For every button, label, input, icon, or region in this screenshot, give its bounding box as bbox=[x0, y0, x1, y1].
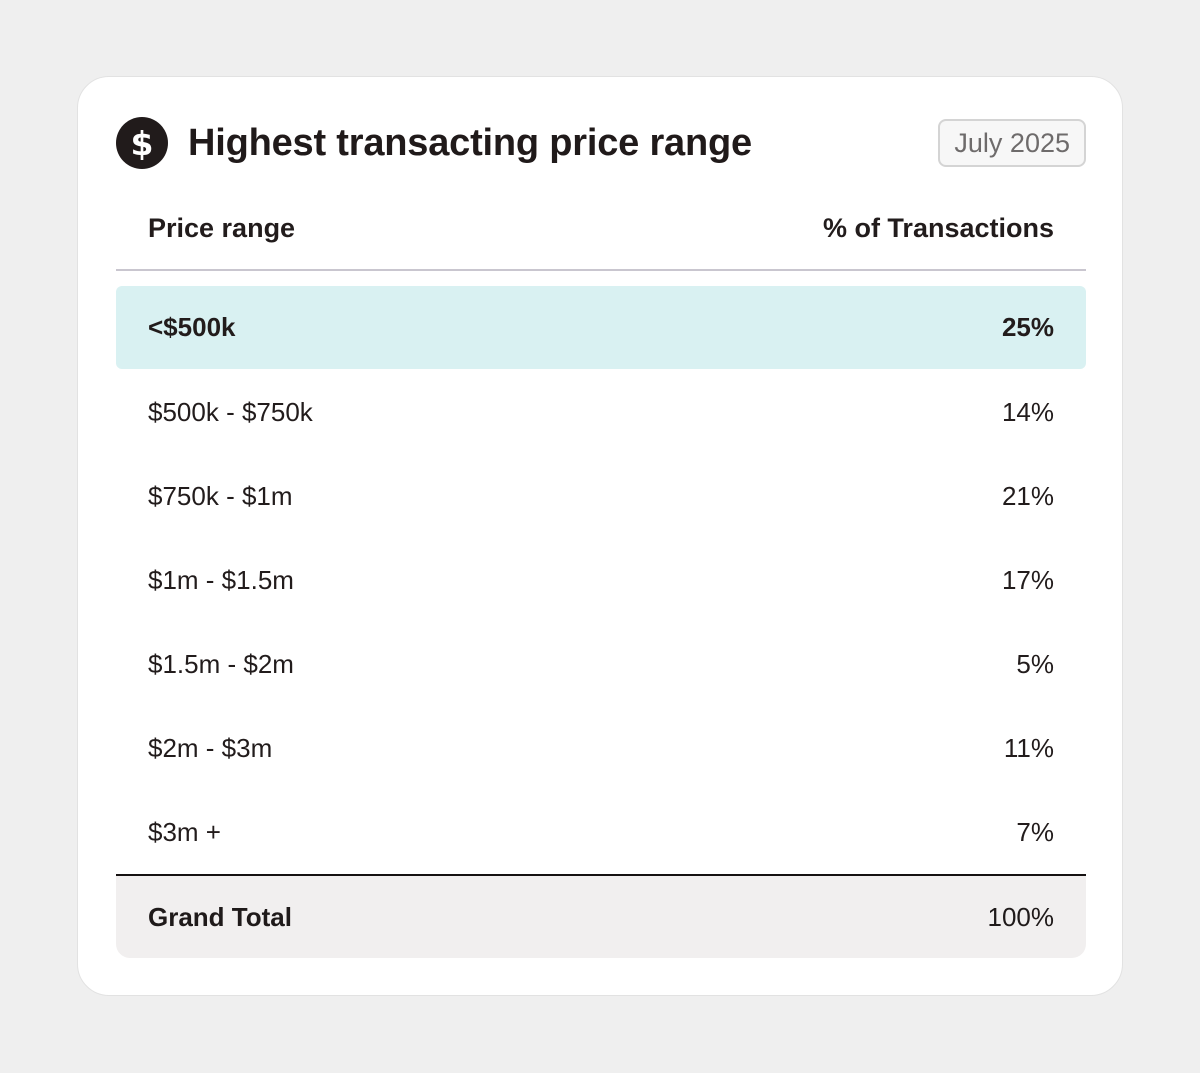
table-body: <$500k 25% $500k - $750k 14% $750k - $1m… bbox=[116, 286, 1086, 874]
table-row: $2m - $3m 11% bbox=[116, 706, 1086, 790]
row-percent: 5% bbox=[1016, 648, 1054, 679]
row-percent: 17% bbox=[1001, 564, 1054, 595]
table-row: $1.5m - $2m 5% bbox=[116, 622, 1086, 706]
column-header-price-range: Price range bbox=[148, 212, 296, 243]
grand-total-label: Grand Total bbox=[148, 901, 292, 932]
row-percent: 11% bbox=[1003, 732, 1054, 763]
table-row: $1m - $1.5m 17% bbox=[116, 538, 1086, 622]
row-percent: 14% bbox=[1001, 396, 1054, 427]
column-header-percent-transactions: % of Transactions bbox=[822, 212, 1054, 243]
table-row-highlighted: <$500k 25% bbox=[116, 286, 1086, 369]
table-row: $750k - $1m 21% bbox=[116, 454, 1086, 538]
header-title-group: $ Highest transacting price range bbox=[116, 117, 752, 169]
grand-total-row: Grand Total 100% bbox=[116, 874, 1086, 958]
row-price-range: $3m + bbox=[148, 816, 221, 847]
row-price-range: $2m - $3m bbox=[148, 732, 273, 763]
row-price-range: <$500k bbox=[148, 312, 236, 342]
row-percent: 25% bbox=[1001, 312, 1054, 342]
row-percent: 21% bbox=[1001, 480, 1054, 511]
table-row: $3m + 7% bbox=[116, 790, 1086, 874]
price-range-card: $ Highest transacting price range July 2… bbox=[77, 76, 1123, 996]
date-badge: July 2025 bbox=[938, 119, 1086, 167]
card-title: Highest transacting price range bbox=[188, 121, 752, 164]
table-row: $500k - $750k 14% bbox=[116, 370, 1086, 454]
dollar-icon: $ bbox=[116, 117, 168, 169]
row-price-range: $500k - $750k bbox=[148, 396, 313, 427]
row-percent: 7% bbox=[1016, 816, 1054, 847]
row-price-range: $1m - $1.5m bbox=[148, 564, 294, 595]
row-price-range: $1.5m - $2m bbox=[148, 648, 294, 679]
table-header: Price range % of Transactions bbox=[116, 187, 1086, 271]
card-header: $ Highest transacting price range July 2… bbox=[116, 117, 1086, 169]
grand-total-percent: 100% bbox=[987, 901, 1055, 932]
price-range-table: Price range % of Transactions <$500k 25%… bbox=[116, 187, 1086, 958]
row-price-range: $750k - $1m bbox=[148, 480, 293, 511]
